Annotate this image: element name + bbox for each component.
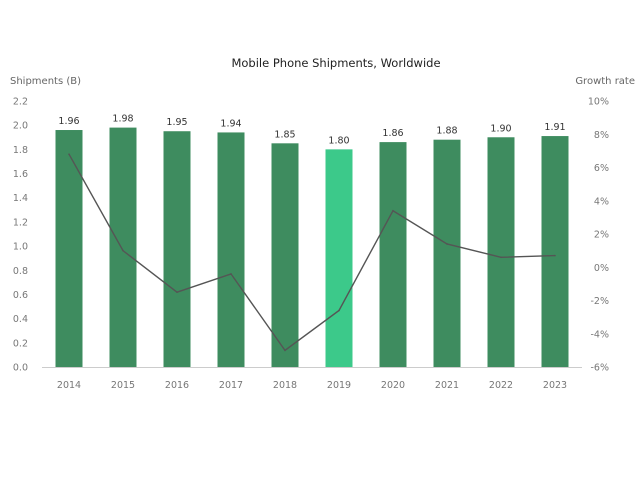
growth-point (446, 243, 448, 245)
x-tick-label: 2019 (327, 380, 351, 391)
x-tick-label: 2018 (273, 380, 297, 391)
y2-tick-label: 2% (594, 230, 609, 241)
y2-tick-label: 4% (594, 196, 609, 207)
y-tick-label: 1.6 (13, 169, 28, 180)
bar (271, 143, 299, 367)
x-tick-label: 2022 (489, 380, 513, 391)
y2-axis-title: Growth rate (575, 76, 635, 87)
y2-tick-label: -6% (591, 363, 610, 374)
bar (109, 127, 137, 367)
bar (163, 131, 191, 367)
bar-data-label: 1.88 (436, 126, 457, 137)
bar (55, 130, 83, 367)
growth-point (554, 254, 556, 257)
growth-point (338, 309, 340, 312)
x-tick-label: 2023 (543, 380, 567, 391)
y-axis: 0.0 0.2 0.4 0.6 0.8 1.0 1.2 1.4 1.6 1.8 2.0 2.2 (13, 97, 28, 374)
y-tick-label: 1.2 (13, 217, 28, 228)
y-tick-label: 0.4 (13, 314, 28, 325)
growth-point (176, 291, 178, 293)
y2-tick-label: 6% (594, 163, 609, 174)
bar-series (55, 127, 569, 367)
bar-data-label: 1.94 (220, 118, 241, 129)
bar-data-label: 1.80 (328, 135, 349, 146)
y-tick-label: 2.0 (13, 121, 28, 132)
y-tick-label: 2.2 (13, 97, 28, 108)
x-tick-label: 2014 (57, 380, 81, 391)
bar-data-label: 1.96 (58, 116, 79, 127)
data-labels: 1.96 1.98 1.95 1.94 1.85 1.80 1.86 1.88 1.90 1.91 (58, 114, 565, 147)
y-tick-label: 1.4 (13, 193, 28, 204)
growth-line (68, 153, 556, 352)
y-tick-label: 0.8 (13, 266, 28, 277)
y-tick-label: 0.6 (13, 290, 28, 301)
growth-point (122, 249, 124, 252)
bar (433, 139, 461, 367)
bar-data-label: 1.86 (382, 128, 403, 139)
bar (487, 137, 515, 367)
growth-line-series (68, 153, 556, 352)
bar-data-label: 1.91 (544, 122, 565, 133)
x-tick-label: 2021 (435, 380, 459, 391)
y-tick-label: 0.2 (13, 338, 28, 349)
y2-tick-label: -4% (591, 329, 610, 340)
bar (217, 132, 245, 367)
bar (325, 149, 353, 367)
y2-tick-label: 0% (594, 263, 609, 274)
y2-tick-label: -2% (591, 296, 610, 307)
bar-data-label: 1.90 (490, 123, 511, 134)
y2-axis: -6% -4% -2% 0% 2% 4% 6% 8% 10% (588, 97, 609, 374)
y-tick-label: 0.0 (13, 363, 28, 374)
chart-title: Mobile Phone Shipments, Worldwide (231, 56, 440, 70)
y2-tick-label: 8% (594, 130, 609, 141)
bar-data-label: 1.95 (166, 117, 187, 128)
growth-point (392, 209, 394, 212)
growth-point (500, 256, 502, 259)
bar (379, 142, 407, 367)
growth-point (284, 349, 286, 352)
bar-data-label: 1.85 (274, 129, 295, 140)
y-tick-label: 1.0 (13, 242, 28, 253)
growth-point (230, 273, 232, 275)
y-axis-title: Shipments (B) (10, 76, 81, 87)
bar (541, 136, 569, 367)
y-tick-label: 1.8 (13, 145, 28, 156)
x-axis: 2014 2015 2016 2017 2018 2019 2020 2021 2022 2023 (57, 380, 567, 391)
bar-data-label: 1.98 (112, 114, 133, 125)
y2-tick-label: 10% (588, 97, 609, 108)
x-tick-label: 2015 (111, 380, 135, 391)
x-tick-label: 2017 (219, 380, 243, 391)
x-tick-label: 2020 (381, 380, 405, 391)
x-tick-label: 2016 (165, 380, 189, 391)
growth-point (68, 153, 70, 155)
